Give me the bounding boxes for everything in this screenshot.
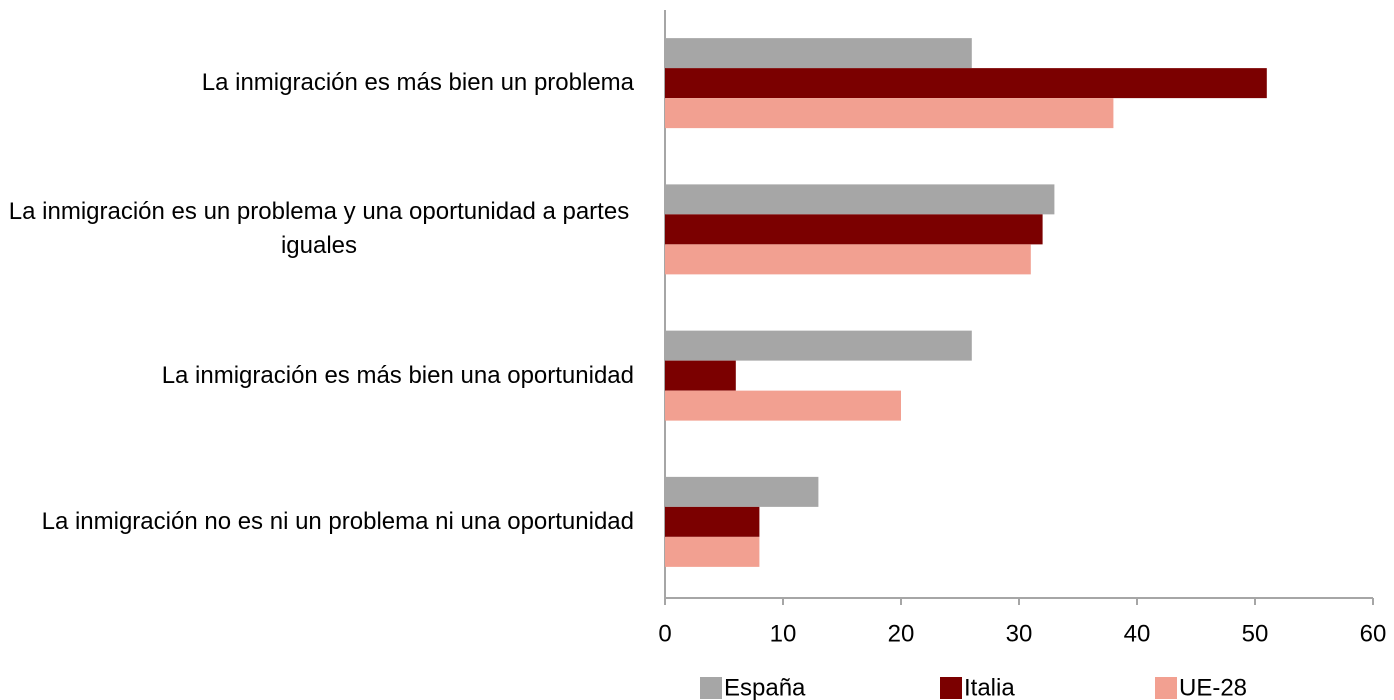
- x-tick-label: 40: [1124, 620, 1151, 647]
- legend-swatch: [700, 677, 722, 699]
- bar: [665, 506, 760, 537]
- bar: [665, 360, 736, 391]
- x-tick-label: 20: [888, 620, 915, 647]
- bar: [665, 244, 1031, 275]
- category-label: La inmigración es más bien un problema: [201, 69, 634, 97]
- x-tick-label: 0: [658, 620, 671, 647]
- category-label: La inmigración es un problema y una opor…: [8, 198, 630, 260]
- bar: [665, 476, 819, 507]
- x-tick-label: 50: [1242, 620, 1269, 647]
- x-tick-label: 10: [770, 620, 797, 647]
- category-label: La inmigración es más bien una oportunid…: [161, 361, 634, 389]
- legend-swatch: [940, 677, 962, 699]
- category-label: La inmigración no es ni un problema ni u…: [41, 507, 634, 535]
- x-tick-label: 30: [1006, 620, 1033, 647]
- bar: [665, 330, 972, 361]
- bar: [665, 390, 901, 421]
- bar: [665, 536, 760, 567]
- bar: [665, 68, 1267, 99]
- legend-label: España: [724, 674, 806, 700]
- legend-label: Italia: [964, 674, 1015, 700]
- legend-swatch: [1155, 677, 1177, 699]
- bar: [665, 184, 1055, 215]
- bar: [665, 98, 1114, 129]
- bar: [665, 214, 1043, 245]
- legend-label: UE-28: [1179, 674, 1247, 700]
- x-tick-label: 60: [1360, 620, 1387, 647]
- bar: [665, 38, 972, 69]
